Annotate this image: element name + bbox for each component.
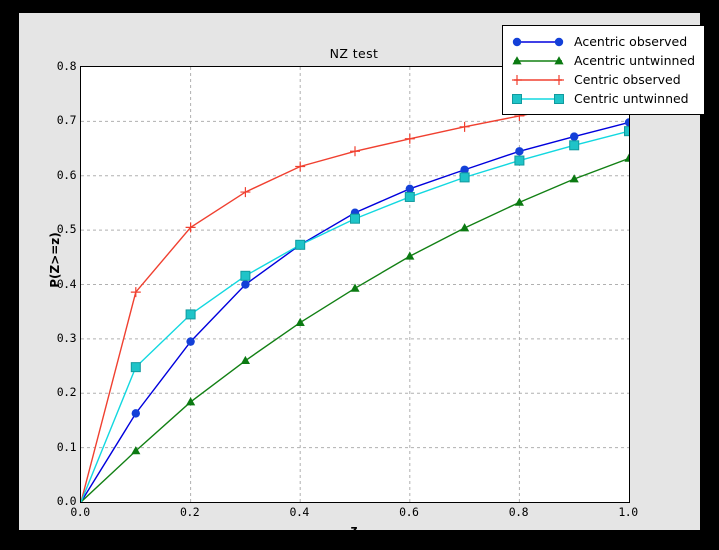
- data-point-marker: [512, 93, 522, 104]
- data-point-marker: [350, 213, 360, 224]
- data-point-marker: [512, 74, 522, 85]
- legend-swatch-icon: [510, 71, 566, 89]
- data-point-marker: [131, 446, 141, 455]
- data-point-marker: [404, 191, 415, 202]
- data-point-marker: [185, 309, 196, 320]
- y-tick-label: 0.8: [56, 59, 77, 73]
- data-point-marker: [570, 132, 579, 141]
- data-point-marker: [624, 153, 629, 162]
- data-point-marker: [554, 74, 564, 85]
- data-point-marker: [569, 140, 580, 151]
- x-tick-label: 0.4: [289, 505, 310, 519]
- x-tick-label: 0.0: [70, 505, 90, 519]
- data-point-marker: [514, 155, 525, 166]
- y-tick-label: 0.2: [56, 385, 77, 400]
- data-point-marker: [185, 222, 196, 233]
- y-tick-label: 0.7: [56, 113, 77, 128]
- legend-item-0[interactable]: Acentric observed: [510, 32, 695, 51]
- x-tick-label: 0.8: [508, 505, 529, 519]
- data-point-marker: [459, 121, 470, 132]
- x-axis-ticks: 0.0 0.2 0.4 0.6 0.8 1.0: [70, 505, 638, 525]
- x-tick-label: 0.2: [179, 505, 200, 519]
- data-point-marker: [405, 184, 414, 193]
- data-point-marker: [350, 146, 360, 157]
- data-point-marker: [404, 133, 415, 144]
- data-point-marker: [515, 147, 524, 156]
- data-point-marker: [295, 161, 306, 172]
- series-layer: [81, 89, 629, 502]
- data-point-marker: [512, 55, 522, 64]
- data-point-marker: [295, 239, 306, 250]
- y-tick-label: 0.5: [56, 222, 77, 237]
- data-point-marker: [624, 118, 629, 127]
- y-tick-label: 0.6: [56, 167, 77, 182]
- series-line: [81, 121, 629, 502]
- data-point-marker: [460, 165, 469, 174]
- series-0: [81, 118, 629, 502]
- y-tick-label: 0.0: [56, 494, 77, 508]
- gridlines: [81, 67, 629, 502]
- legend-item-3[interactable]: Centric untwinned: [510, 89, 695, 108]
- legend-label: Acentric observed: [574, 33, 688, 49]
- plot-area: [80, 66, 630, 503]
- legend-label: Centric observed: [574, 71, 681, 87]
- y-tick-label: 0.1: [56, 439, 77, 454]
- x-tick-label: 0.6: [399, 505, 419, 519]
- data-point-marker: [514, 197, 524, 206]
- data-point-marker: [131, 409, 140, 418]
- legend-swatch-icon: [510, 52, 566, 70]
- page-title: NZ test: [329, 46, 379, 61]
- y-axis-ticks: 0.0 0.1 0.2 0.3 0.4 0.5 0.6 0.7 0.8: [24, 59, 77, 508]
- legend-label: Acentric untwinned: [574, 52, 696, 68]
- y-tick-label: 0.4: [56, 276, 77, 291]
- series-3: [81, 126, 629, 502]
- series-2: [81, 89, 629, 502]
- data-point-marker: [130, 287, 141, 298]
- data-point-marker: [350, 283, 360, 292]
- legend-item-1[interactable]: Acentric untwinned: [510, 51, 695, 70]
- data-point-marker: [186, 337, 195, 346]
- legend-label: Centric untwinned: [574, 90, 689, 106]
- data-point-marker: [240, 187, 251, 198]
- data-point-marker: [130, 362, 141, 373]
- data-point-marker: [554, 93, 564, 104]
- x-tick-label: 1.0: [618, 505, 638, 519]
- data-point-marker: [460, 223, 470, 232]
- series-1: [81, 153, 629, 502]
- series-line: [81, 130, 629, 502]
- data-point-marker: [405, 251, 415, 260]
- figure-canvas: NZ test P(Z>=z) z 0.0 0.1 0.2 0.3 0.4 0.5 0.6 0…: [19, 13, 706, 537]
- data-point-marker: [240, 355, 250, 365]
- legend-swatch-icon: [510, 90, 566, 108]
- data-point-marker: [554, 55, 564, 64]
- data-point-marker: [186, 397, 196, 406]
- y-tick-label: 0.3: [56, 330, 77, 345]
- data-point-marker: [569, 174, 579, 183]
- x-axis-label: z: [350, 523, 358, 537]
- data-point-marker: [241, 280, 250, 289]
- data-point-marker: [459, 172, 470, 183]
- legend-item-2[interactable]: Centric observed: [510, 70, 695, 89]
- data-point-marker: [295, 317, 305, 326]
- legend-swatch-icon: [510, 33, 566, 51]
- chart-legend[interactable]: Acentric observed Acentric untwinned Centr…: [502, 25, 706, 115]
- data-point-marker: [554, 37, 564, 46]
- data-point-marker: [512, 37, 522, 46]
- data-point-marker: [240, 270, 251, 281]
- data-point-marker: [624, 126, 629, 137]
- plot-svg: [81, 67, 629, 502]
